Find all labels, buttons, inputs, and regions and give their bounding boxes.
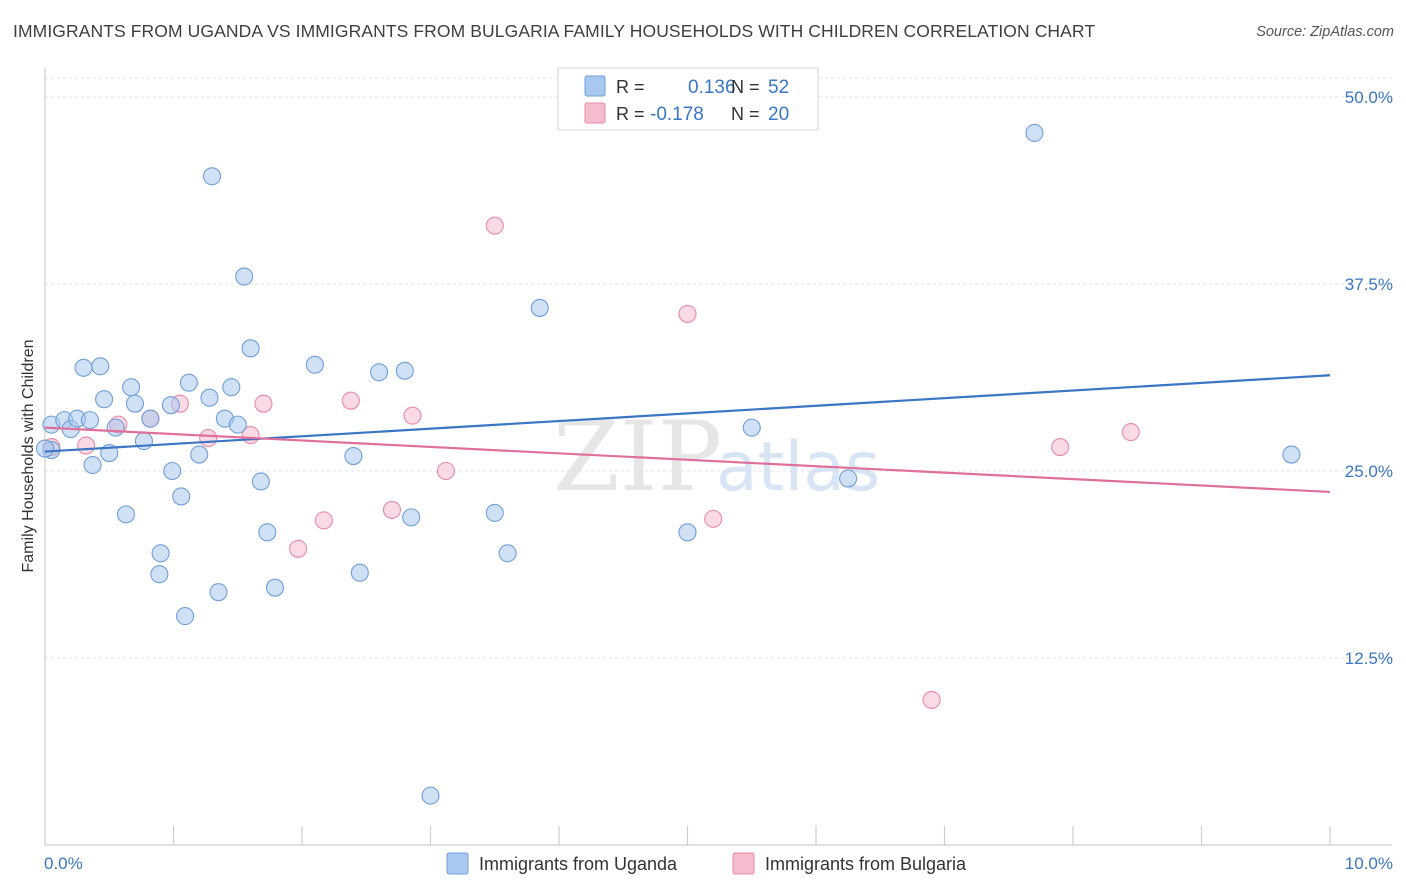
correlation-legend: R = 0.136 N = 52 R = -0.178 N = 20: [557, 67, 819, 131]
y-axis-title: Family Households with Children: [20, 340, 37, 573]
data-point: [163, 461, 182, 481]
data-point: [341, 391, 360, 410]
series-uganda-points: [35, 123, 1301, 805]
data-point: [235, 267, 254, 286]
y-tick-label: 25.0%: [1345, 462, 1393, 481]
data-point: [228, 415, 247, 434]
data-point: [382, 500, 402, 519]
chart-title: IMMIGRANTS FROM UGANDA VS IMMIGRANTS FRO…: [13, 21, 1096, 41]
data-point: [678, 523, 697, 542]
data-point: [421, 786, 440, 805]
trend-lines: [44, 374, 1331, 494]
data-point: [289, 539, 308, 558]
y-tick-label: 50.0%: [1345, 88, 1393, 107]
data-point: [91, 357, 110, 376]
data-point: [498, 544, 517, 563]
legend-uganda-n-value: 52: [768, 77, 789, 98]
data-point: [95, 390, 114, 409]
data-point: [209, 583, 228, 602]
data-point: [151, 544, 170, 563]
series-legend: Immigrants from Uganda Immigrants from B…: [446, 852, 967, 875]
data-point: [74, 358, 93, 377]
data-point: [190, 445, 209, 464]
y-tick-label: 37.5%: [1345, 275, 1393, 294]
data-point: [203, 167, 222, 186]
data-point: [402, 508, 421, 527]
data-point: [436, 461, 455, 481]
data-point: [403, 406, 422, 425]
data-point: [222, 378, 241, 397]
data-point: [35, 439, 55, 458]
data-point: [122, 378, 141, 397]
data-point: [116, 505, 136, 524]
legend-swatch-uganda: [584, 75, 606, 97]
legend-swatch-bulgaria: [584, 102, 606, 124]
data-point: [150, 565, 169, 584]
x-tick-label-min: 0.0%: [44, 854, 83, 873]
data-point: [200, 388, 219, 407]
data-point: [742, 418, 761, 437]
data-point: [314, 511, 333, 530]
trend-line-bulgaria: [44, 426, 1331, 494]
data-point: [176, 607, 195, 626]
bottom-legend-swatch-bulgaria: [732, 852, 755, 875]
data-point: [77, 436, 96, 455]
data-point: [350, 563, 369, 582]
legend-bulgaria-n-label: N =: [731, 104, 760, 124]
legend-bulgaria-r-label: R =: [616, 104, 645, 124]
data-point: [1121, 423, 1140, 442]
data-point: [172, 487, 191, 506]
data-point: [839, 469, 858, 488]
data-point: [251, 472, 270, 491]
bottom-legend-swatch-uganda: [446, 852, 469, 875]
data-point: [395, 361, 414, 380]
legend-uganda-r-label: R =: [616, 77, 645, 97]
data-point: [254, 394, 273, 413]
data-point: [141, 409, 160, 428]
grid-lines: [45, 77, 1392, 659]
data-point: [1051, 438, 1070, 457]
data-point: [370, 363, 389, 382]
data-point: [344, 446, 363, 466]
data-point: [485, 503, 504, 522]
data-point: [678, 304, 697, 323]
data-point: [199, 429, 218, 448]
data-point: [265, 578, 285, 597]
data-point: [530, 298, 549, 317]
legend-bulgaria-r-value: -0.178: [650, 104, 704, 125]
y-tick-labels: 12.5% 25.0% 37.5% 50.0%: [1345, 88, 1393, 668]
data-point: [179, 373, 198, 392]
x-tick-marks: [172, 826, 1331, 845]
legend-uganda-n-label: N =: [731, 77, 760, 97]
data-point: [106, 418, 125, 437]
data-point: [258, 523, 277, 542]
x-tick-label-max: 10.0%: [1345, 854, 1393, 873]
data-point: [1282, 445, 1301, 464]
data-point: [704, 509, 723, 528]
legend-bulgaria-n-value: 20: [768, 104, 789, 125]
data-point: [241, 339, 260, 358]
data-point: [161, 396, 180, 415]
source-credit: Source: ZipAtlas.com: [1256, 24, 1394, 40]
data-point: [83, 455, 102, 475]
data-point: [1025, 123, 1044, 142]
legend-uganda-r-value: 0.136: [688, 77, 736, 98]
data-point: [922, 690, 941, 709]
bottom-legend-bulgaria: Immigrants from Bulgaria: [765, 854, 967, 874]
data-point: [125, 394, 144, 413]
data-point: [80, 411, 100, 430]
data-point: [485, 216, 504, 235]
data-point: [305, 355, 324, 374]
y-tick-label: 12.5%: [1345, 649, 1393, 668]
bottom-legend-uganda: Immigrants from Uganda: [479, 854, 678, 874]
